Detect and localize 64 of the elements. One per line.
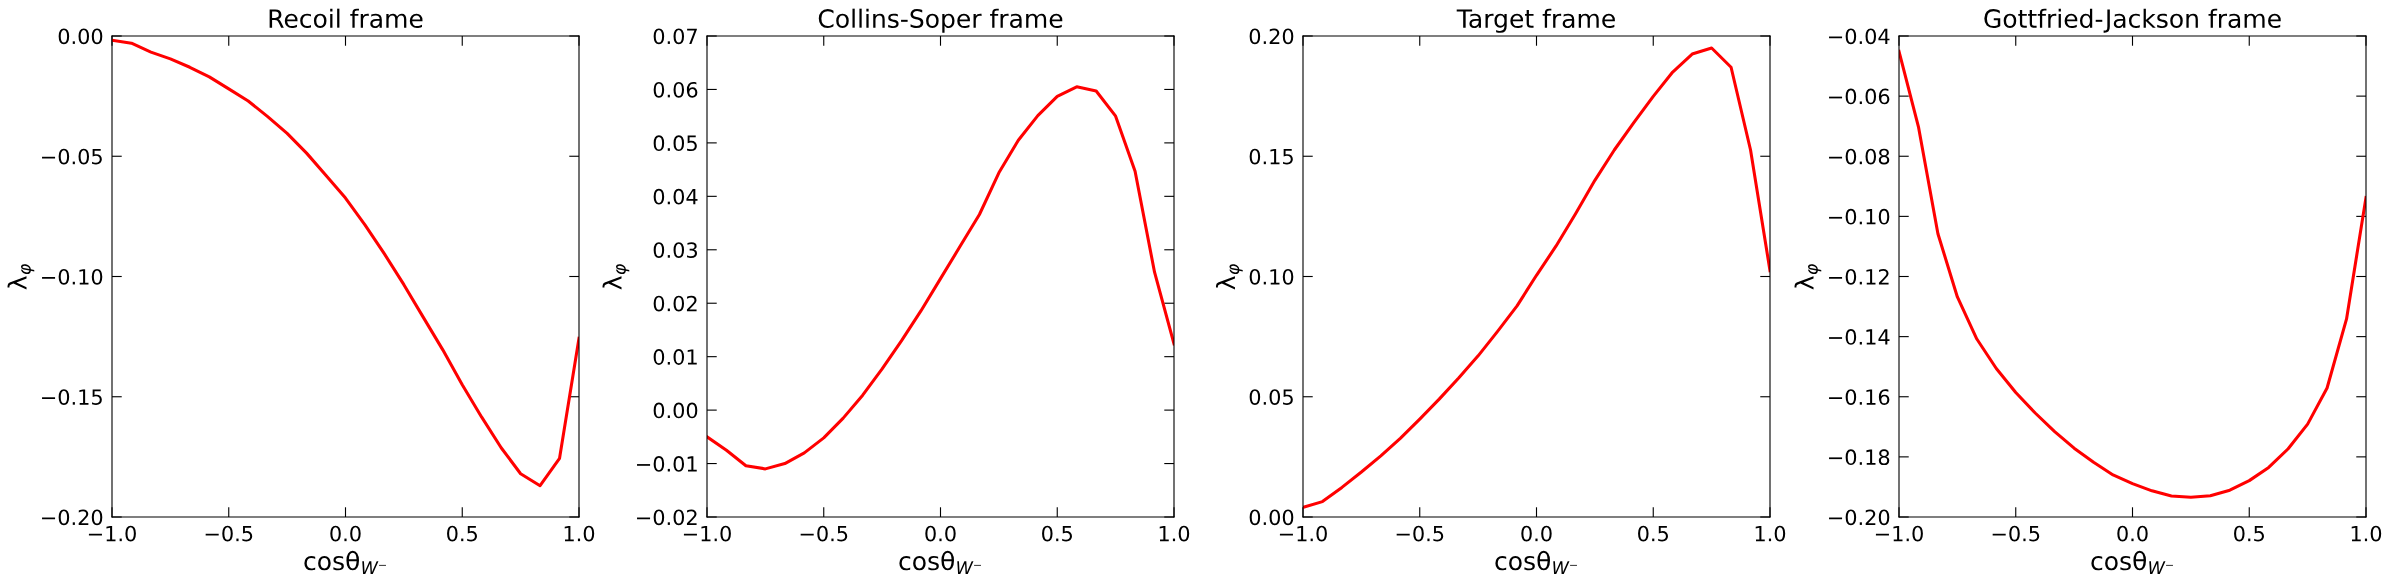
x-tick-label: −1.0 (1279, 525, 1327, 542)
y-tick-label: 0.20 (1249, 28, 1294, 45)
x-axis-title: cosθ$_{W⁻}$ (2091, 550, 2173, 575)
chart-title: Gottfried-Jackson frame (1984, 8, 2281, 33)
y-tick-label: 0.00 (653, 402, 698, 419)
x-tick-label: 0.5 (1042, 525, 1072, 542)
x-tick-label: −1.0 (1875, 525, 1923, 542)
x-tick-label: 0.0 (925, 525, 956, 542)
x-tick-label: 1.0 (1755, 525, 1786, 542)
y-tick-label: 0.06 (653, 81, 698, 98)
x-tick-label: 0.0 (330, 525, 361, 542)
y-tick-label: −0.18 (1829, 449, 1890, 466)
y-tick-label: −0.20 (42, 509, 103, 526)
x-tick-label: 0.5 (1638, 525, 1668, 542)
x-tick-label: −0.5 (800, 525, 848, 542)
x-tick-label: −0.5 (1992, 525, 2040, 542)
y-tick-label: −0.01 (637, 456, 697, 472)
x-tick-label: 0.0 (1521, 525, 1552, 542)
chart-title: Recoil frame (269, 8, 423, 29)
chart-title: Target frame (1456, 8, 1615, 33)
y-tick-label: −0.06 (1829, 88, 1890, 105)
x-tick-label: 1.0 (1159, 525, 1190, 542)
y-tick-label: 0.00 (1249, 509, 1294, 526)
y-tick-label: −0.02 (637, 509, 697, 526)
y-tick-label: −0.04 (1829, 28, 1890, 45)
y-tick-label: 0.05 (1249, 389, 1293, 405)
x-axis-title: cosθ$_{W⁻}$ (899, 550, 981, 575)
x-tick-label: 1.0 (564, 525, 595, 542)
y-tick-label: −0.08 (1829, 148, 1890, 165)
x-tick-label: −1.0 (88, 525, 136, 542)
line-series (1899, 49, 2366, 499)
y-tick-label: −0.10 (42, 268, 103, 285)
y-tick-label: −0.16 (1829, 389, 1890, 405)
y-axis-title: λ$_{φ}$ (602, 264, 630, 290)
y-tick-label: −0.14 (1829, 329, 1890, 345)
x-tick-label: −0.5 (1396, 525, 1444, 542)
x-tick-label: −0.5 (205, 525, 253, 542)
y-tick-label: 0.15 (1249, 148, 1293, 165)
x-tick-label: 0.5 (2234, 525, 2264, 542)
y-axis-title: λ$_{φ}$ (1794, 264, 1822, 290)
chart-title: Collins-Soper frame (818, 8, 1063, 33)
y-tick-label: 0.05 (653, 135, 697, 152)
y-tick-label: 0.02 (653, 295, 697, 312)
y-tick-label: −0.15 (42, 389, 102, 405)
y-tick-label: 0.07 (653, 28, 697, 45)
y-tick-label: −0.20 (1829, 509, 1890, 526)
line-series (1303, 46, 1770, 509)
y-tick-label: 0.00 (58, 28, 103, 45)
y-tick-label: 0.01 (653, 349, 697, 365)
y-tick-label: −0.05 (42, 148, 102, 165)
y-axis-title: λ$_{φ}$ (7, 264, 35, 290)
x-axis-title: cosθ$_{W⁻}$ (1495, 550, 1577, 575)
x-axis-title: cosθ$_{W⁻}$ (304, 550, 386, 575)
x-tick-label: −1.0 (683, 525, 731, 542)
y-axis-title: λ$_{φ}$ (1215, 264, 1243, 290)
x-tick-label: 1.0 (2351, 525, 2382, 542)
y-tick-label: 0.04 (653, 188, 698, 205)
x-tick-label: 0.5 (447, 525, 477, 542)
y-tick-label: 0.10 (1249, 268, 1294, 285)
x-tick-label: 0.0 (2117, 525, 2148, 542)
y-tick-label: −0.10 (1829, 208, 1890, 225)
y-tick-label: 0.03 (653, 242, 697, 258)
y-tick-label: −0.12 (1829, 268, 1889, 285)
line-series (707, 85, 1174, 471)
